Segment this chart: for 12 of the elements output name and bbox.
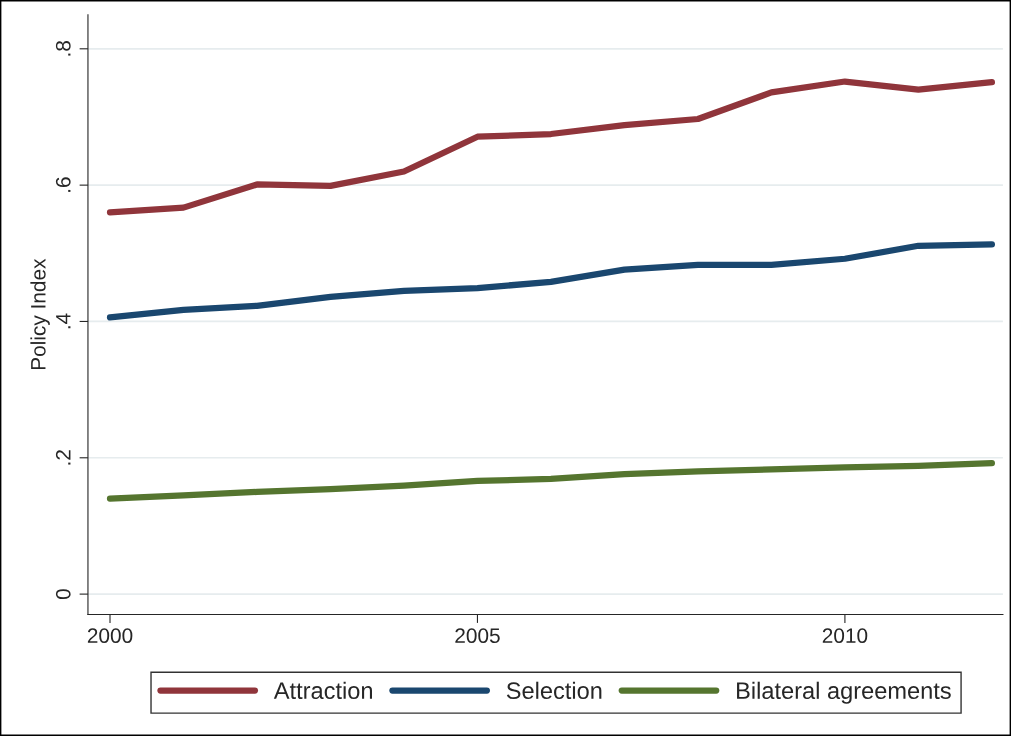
x-tick-label: 2010 (822, 628, 868, 644)
y-tick-label: .6 (55, 177, 71, 192)
x-tick-label: 2000 (87, 628, 133, 644)
x-tick-label: 2005 (455, 628, 500, 644)
legend-label: Bilateral agreements (737, 681, 951, 704)
y-tick-label: .4 (56, 313, 71, 329)
y-axis-title: Policy Index (30, 258, 50, 370)
y-tick-label: 0 (55, 589, 71, 600)
y-tick-label: .8 (55, 41, 71, 56)
legend-label: Attraction (273, 681, 372, 700)
legend-label: Selection (506, 681, 602, 700)
y-tick-label: .2 (55, 450, 71, 465)
